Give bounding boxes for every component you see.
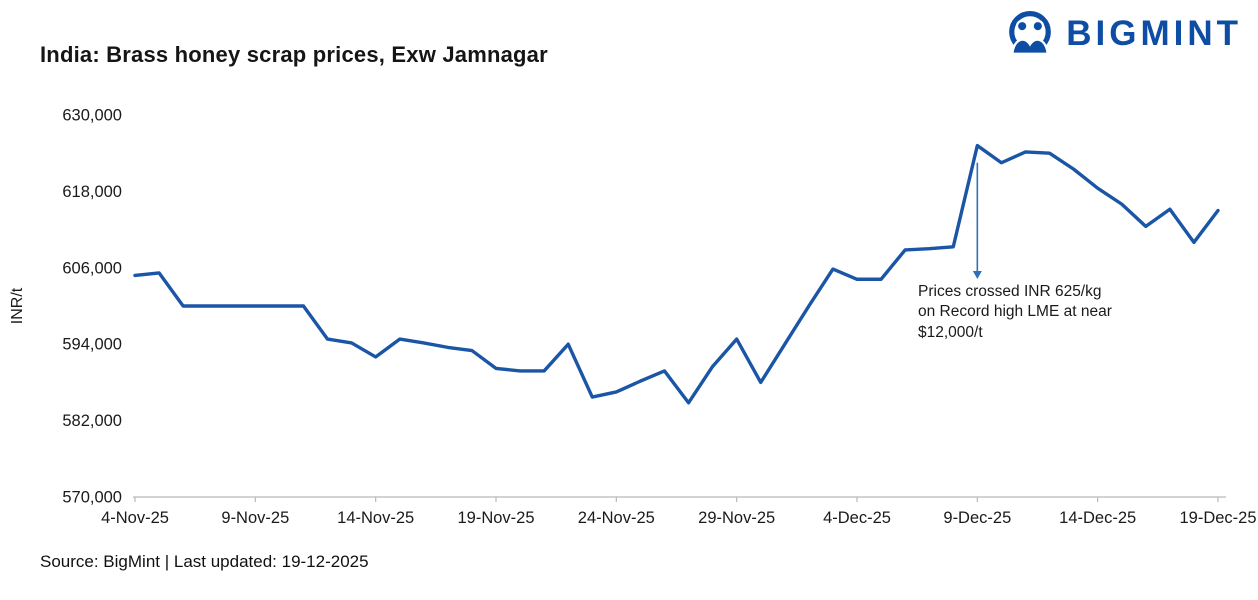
x-tick-label: 24-Nov-25: [578, 509, 655, 527]
x-tick-label: 14-Dec-25: [1059, 509, 1136, 527]
x-tick-label: 9-Dec-25: [943, 509, 1011, 527]
x-tick-label: 19-Nov-25: [457, 509, 534, 527]
price-line-series: [133, 143, 1220, 405]
chart-title: India: Brass honey scrap prices, Exw Jam…: [40, 42, 548, 67]
y-tick-label: 570,000: [62, 489, 122, 507]
x-tick-label: 19-Dec-25: [1179, 509, 1256, 527]
y-tick-label: 606,000: [62, 259, 122, 277]
y-tick-label: 582,000: [62, 412, 122, 430]
x-tick-label: 4-Nov-25: [101, 509, 169, 527]
y-tick-label: 618,000: [62, 183, 122, 201]
bigmint-logo: BIGMINT: [1004, 10, 1242, 58]
x-tick-label: 14-Nov-25: [337, 509, 414, 527]
x-tick-label: 29-Nov-25: [698, 509, 775, 527]
annotation-arrowhead-icon: [972, 270, 982, 279]
source-note: Source: BigMint | Last updated: 19-12-20…: [40, 552, 369, 571]
x-tick-label: 4-Dec-25: [823, 509, 891, 527]
x-tick-label: 9-Nov-25: [221, 509, 289, 527]
y-tick-label: 594,000: [62, 336, 122, 354]
bigmint-wordmark: BIGMINT: [1066, 14, 1242, 53]
chart-annotation: Prices crossed INR 625/kg on Record high…: [918, 283, 1112, 341]
bigmint-logo-icon: [1009, 11, 1052, 55]
y-tick-label: 630,000: [62, 107, 122, 125]
